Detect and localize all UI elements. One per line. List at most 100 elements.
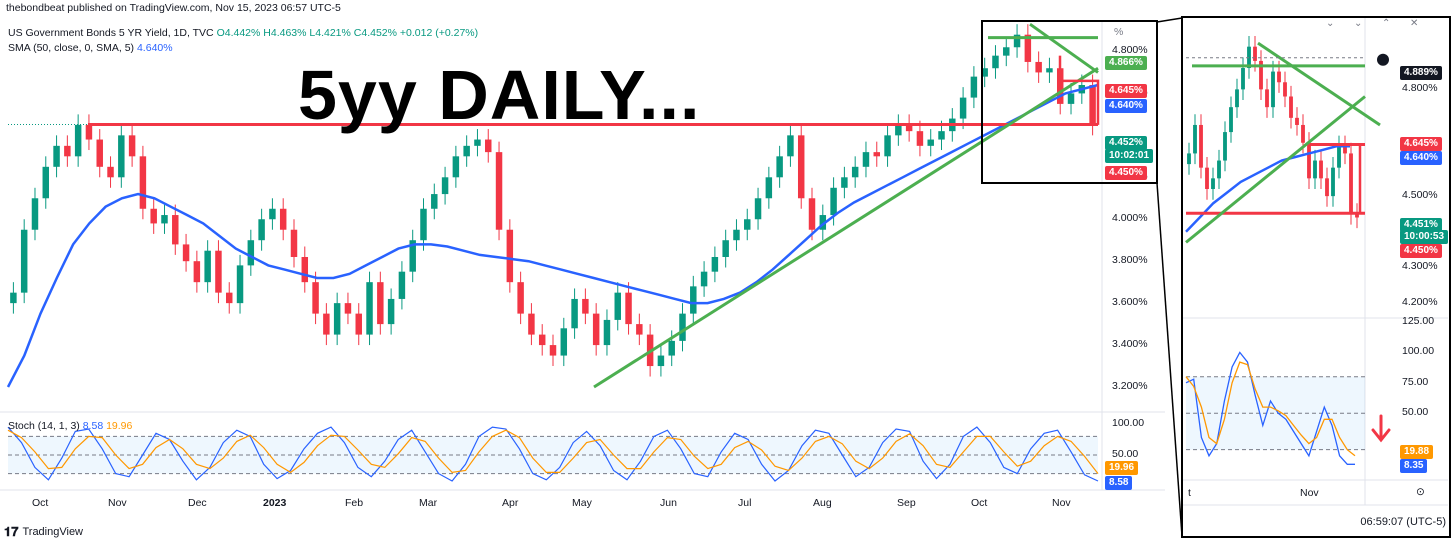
time-tick-label: Apr: [502, 497, 519, 509]
inset-candle-body: [1193, 124, 1197, 154]
candle-body: [301, 256, 309, 283]
inset-stoch-band: [1186, 376, 1365, 450]
candle-body: [722, 240, 729, 257]
ohlc-close: C4.452%: [353, 27, 397, 39]
inset-stoch-d-line: [1185, 361, 1356, 457]
inset-price-badge: 4.645%: [1400, 137, 1442, 151]
candle-body: [506, 229, 514, 283]
stoch-legend: Stoch (14, 1, 3) 8.58 19.96: [8, 420, 132, 432]
candle-body: [992, 55, 999, 69]
candle-body: [420, 208, 427, 241]
inset-candle-body: [1205, 167, 1209, 190]
candle-body: [625, 292, 632, 325]
candle-body: [571, 298, 578, 329]
candle-body: [53, 145, 60, 167]
candle-body: [279, 208, 287, 230]
inset-price-badge: 4.889%: [1400, 66, 1442, 80]
downtrend-line: [1029, 22, 1099, 74]
candle-body: [139, 156, 147, 209]
candle-body: [258, 219, 265, 241]
candle-body: [42, 166, 50, 199]
candle-body: [107, 166, 114, 178]
stoch-label[interactable]: Stoch (14, 1, 3): [8, 420, 80, 432]
time-tick-label: 2023: [263, 497, 287, 509]
inset-candle-body: [1259, 60, 1263, 90]
inset-candle-body: [1187, 153, 1191, 165]
inset-price-pane[interactable]: [1156, 16, 1451, 538]
candle-body: [1046, 68, 1053, 73]
candle-body: [10, 292, 17, 304]
inset-price-badge: 10:00:53: [1400, 230, 1449, 244]
symbol-title[interactable]: US Government Bonds 5 YR Yield, 1D, TVC: [8, 27, 214, 39]
candle-body: [1089, 85, 1096, 125]
sma-legend: SMA (50, close, 0, SMA, 5) 4.640%: [8, 42, 173, 54]
candle-body: [862, 152, 870, 167]
inset-stoch-pane[interactable]: [1185, 351, 1391, 465]
candle-body: [592, 313, 600, 346]
candle-body: [215, 250, 222, 293]
candle-body: [636, 324, 643, 335]
price-badge: 4.452%: [1105, 136, 1147, 150]
inset-candle-body: [1355, 213, 1359, 218]
main-stoch-pane[interactable]: [7, 426, 1099, 482]
candle-body: [679, 313, 686, 341]
candle-body: [290, 229, 298, 257]
inset-header-icon: ⌄: [1326, 18, 1335, 29]
price-badge: 4.866%: [1105, 56, 1147, 70]
sma-line: [6, 83, 1099, 388]
candle-body: [528, 313, 535, 335]
candle-body: [754, 198, 762, 220]
time-tick-label: Feb: [345, 497, 364, 509]
inset-candle-body: [1265, 89, 1269, 108]
inset-candle-body: [1217, 160, 1221, 179]
symbol-legend: US Government Bonds 5 YR Yield, 1D, TVC …: [8, 27, 478, 39]
candle-body: [603, 319, 611, 346]
candle-body: [744, 219, 751, 230]
inset-stoch-d-badge: 19.88: [1400, 445, 1434, 459]
settings-icon: ⊙: [1416, 486, 1425, 498]
candle-body: [323, 313, 330, 335]
candle-body: [182, 244, 190, 262]
inset-candle-body: [1271, 71, 1275, 108]
main-price-pane[interactable]: [0, 20, 1165, 491]
stoch-k-line: [7, 426, 1099, 482]
price-badge: 10:02:01: [1105, 149, 1154, 163]
candle-body: [830, 187, 837, 216]
candle-body: [495, 152, 503, 230]
ohlc-open: O4.442%: [216, 27, 261, 39]
stoch-tick-label: 50.00: [1112, 448, 1139, 460]
candle-body: [463, 145, 470, 157]
candle-body: [1003, 47, 1010, 56]
candle-body: [884, 135, 891, 157]
candle-body: [441, 177, 449, 195]
inset-candle-body: [1289, 96, 1293, 118]
inset-price-tick: 4.500%: [1402, 189, 1438, 202]
candle-body: [226, 292, 233, 304]
candle-body: [204, 250, 211, 283]
candle-body: [1013, 34, 1021, 48]
candle-body: [614, 292, 621, 320]
time-tick-label: Dec: [188, 497, 207, 509]
candle-body: [161, 215, 168, 224]
candle-body: [927, 139, 934, 146]
candle-body: [96, 139, 103, 167]
candle-body: [970, 76, 978, 98]
stoch-tick-label: 100.00: [1112, 417, 1145, 429]
candle-body: [905, 124, 913, 132]
stoch-d-line: [7, 429, 1099, 474]
price-badge: 4.645%: [1105, 84, 1147, 98]
candle-body: [355, 313, 362, 335]
candle-body: [787, 135, 794, 157]
candle-body: [711, 256, 719, 272]
candle-body: [118, 135, 125, 178]
tradingview-logo[interactable]: 𝟏𝟕 TradingView: [4, 524, 83, 540]
candle-body: [20, 229, 28, 293]
inset-candle-body: [1337, 146, 1341, 168]
candle-body: [409, 240, 416, 272]
inset-uptrend-line: [1185, 95, 1366, 244]
sma-label[interactable]: SMA (50, close, 0, SMA, 5): [8, 42, 135, 54]
candle-body: [938, 131, 945, 140]
price-tick-label: 3.200%: [1112, 380, 1148, 393]
candle-body: [193, 261, 201, 283]
